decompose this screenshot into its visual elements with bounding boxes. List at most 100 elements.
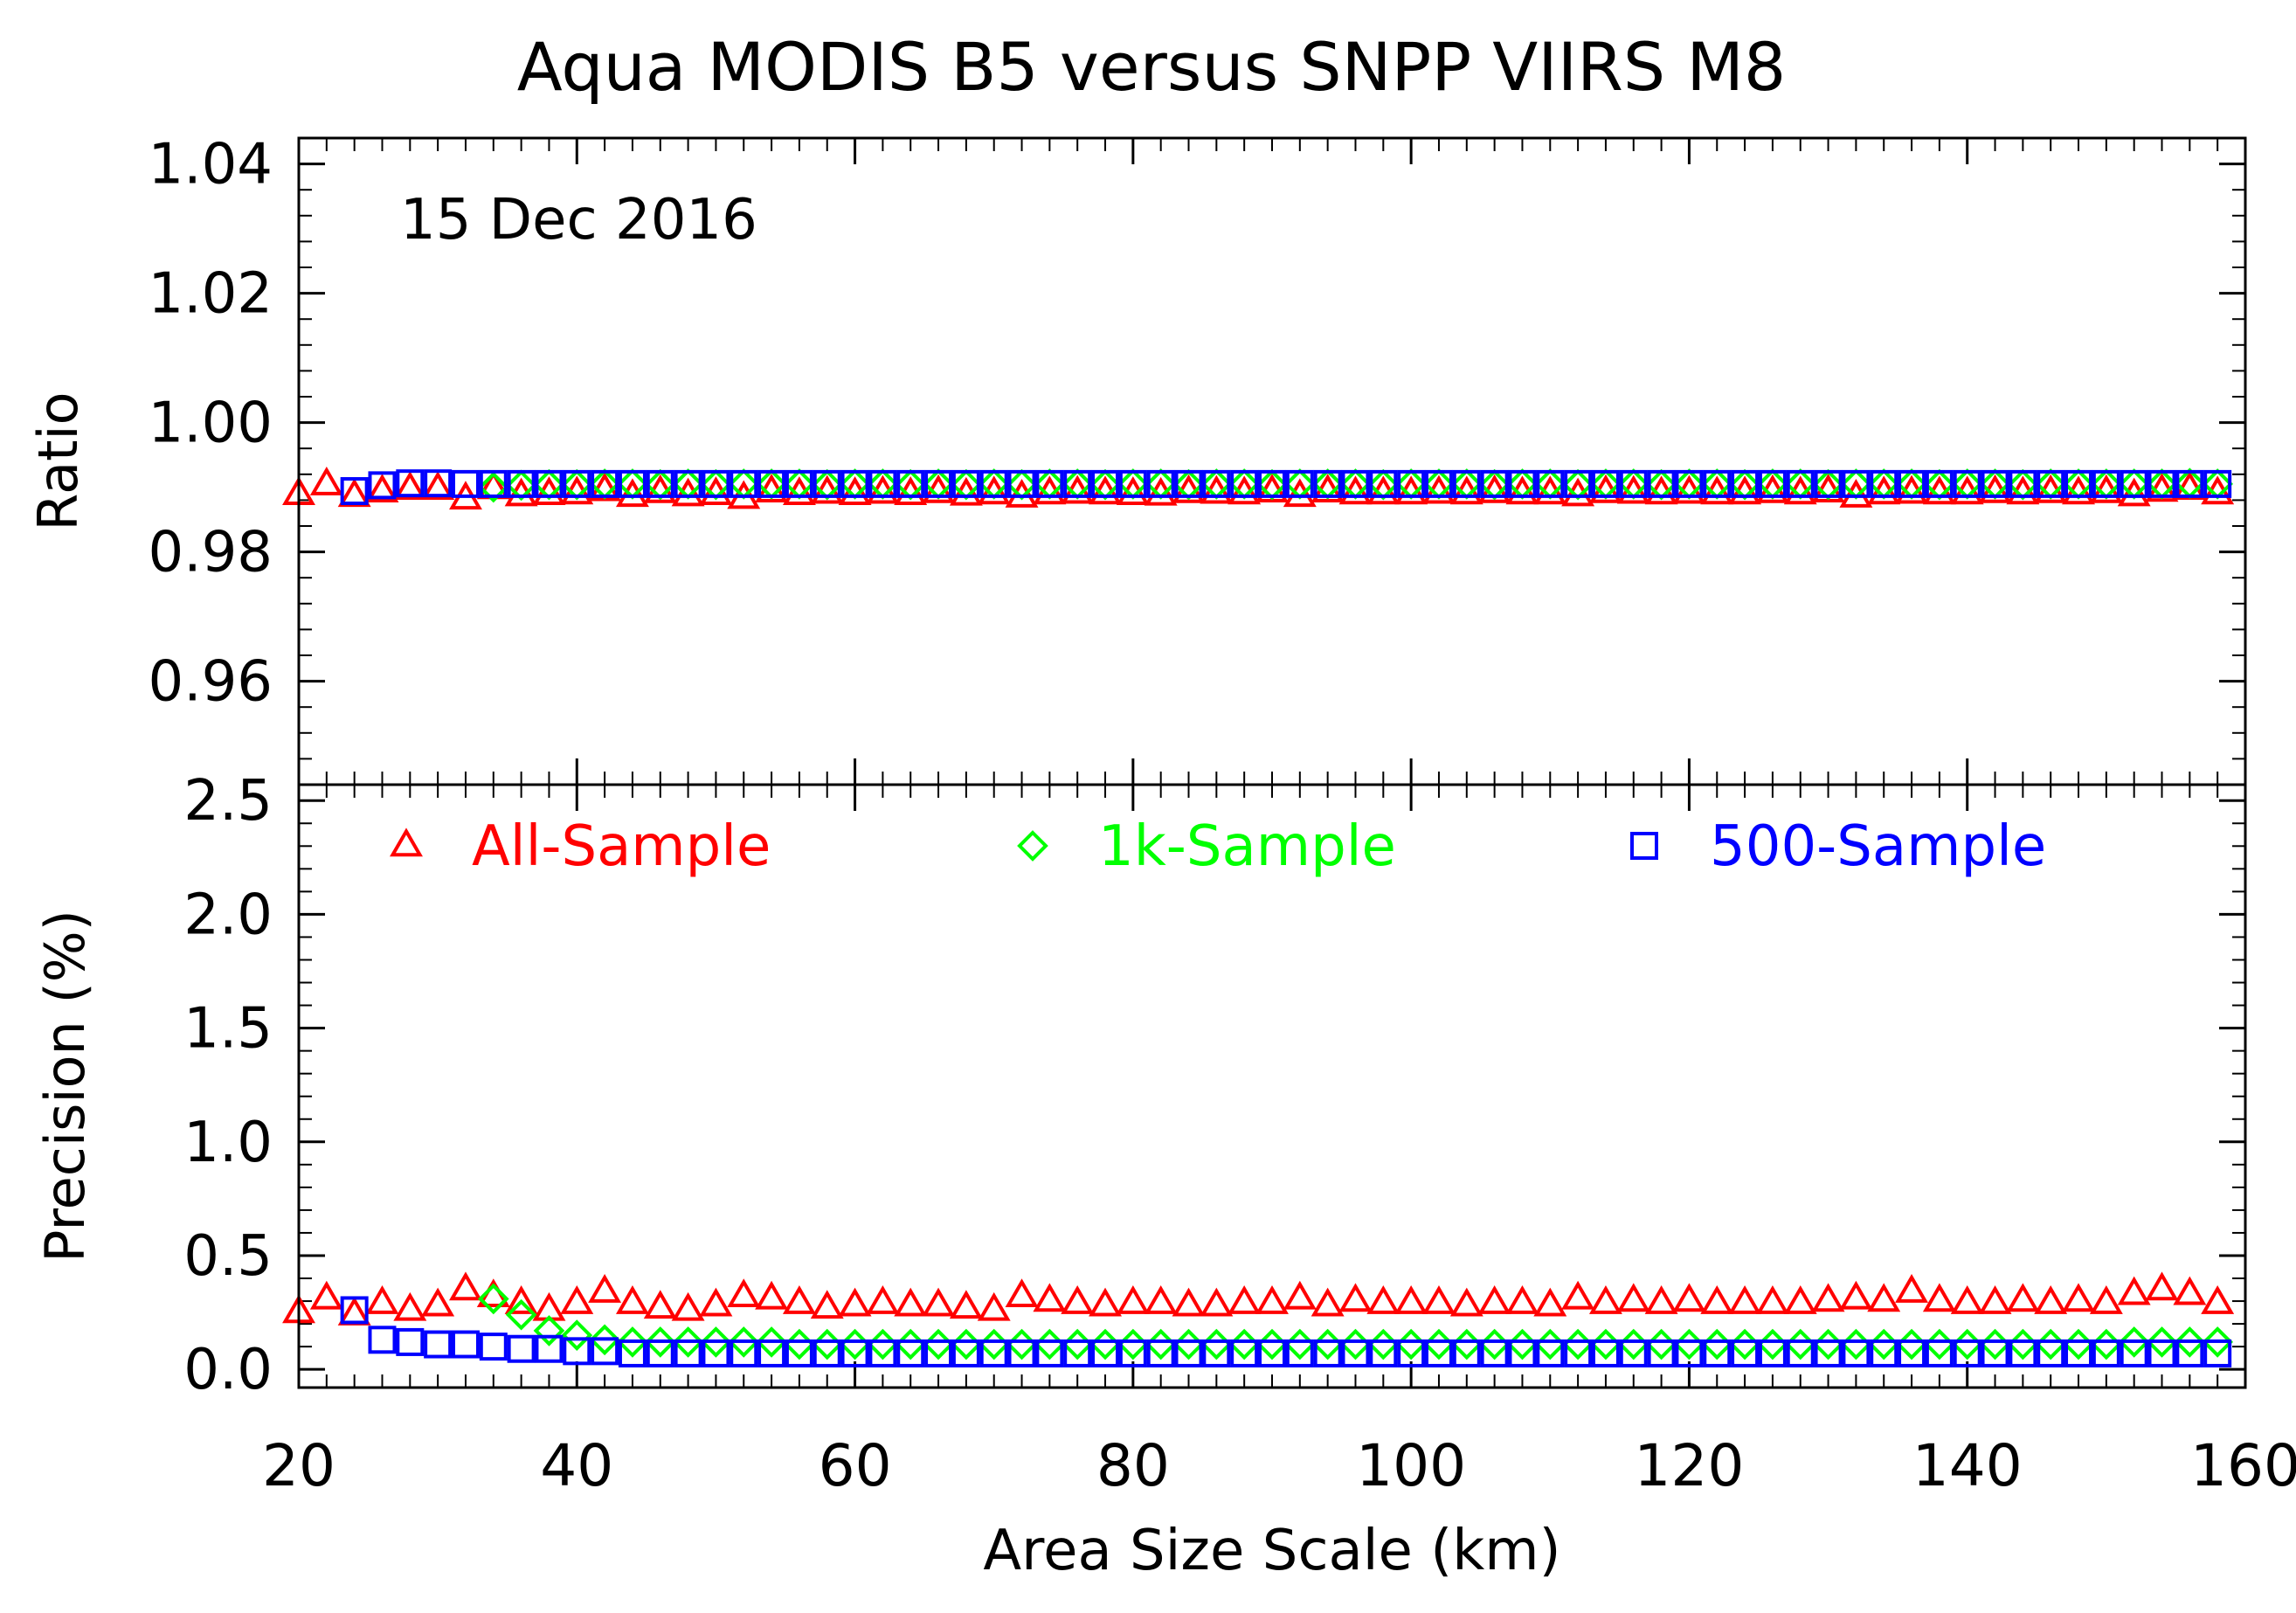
ratio-panel: 0.96 0.98 1.00 1.02 1.04 Ratio 15 Dec 2016 xyxy=(26,133,2247,786)
precision-all-point xyxy=(1672,1283,1706,1312)
ratio-s500-point xyxy=(2009,469,2037,498)
precision-all-point xyxy=(894,1287,928,1317)
precision-s500-point xyxy=(1230,1339,1259,1367)
precision-s500-point xyxy=(1091,1339,1120,1367)
ratio-s500-point xyxy=(340,477,369,506)
precision-k1-point xyxy=(2174,1326,2206,1358)
precision-k1-point xyxy=(533,1315,565,1346)
precision-s500-point xyxy=(1647,1339,1676,1367)
precision-s500-point xyxy=(2037,1339,2065,1367)
x-tick-label: 140 xyxy=(1912,1432,2023,1499)
x-tick-label: 120 xyxy=(1634,1432,1744,1499)
ratio-s500-point xyxy=(1397,469,1426,498)
precision-s500-point xyxy=(535,1334,564,1363)
y-tick-label: 0.0 xyxy=(183,1338,273,1402)
x-tick-label: 80 xyxy=(1096,1432,1170,1499)
legend-s500-label: 500-Sample xyxy=(1710,814,2046,879)
ratio-all-point xyxy=(1005,479,1039,508)
precision-all-point xyxy=(2062,1283,2095,1312)
ratio-s500-point xyxy=(1925,469,1954,498)
precision-all-point xyxy=(2201,1285,2235,1314)
date-label: 15 Dec 2016 xyxy=(400,188,757,253)
ratio-s500-point xyxy=(1480,469,1509,498)
precision-all-point xyxy=(1338,1283,1373,1312)
precision-s500-point xyxy=(1953,1339,1981,1367)
precision-all-point xyxy=(1533,1287,1567,1317)
precision-s500-point xyxy=(2147,1339,2176,1367)
ratio-s500-point xyxy=(1091,469,1120,498)
precision-all-point xyxy=(504,1285,538,1314)
precision-s500-point xyxy=(730,1339,758,1367)
precision-s500-point xyxy=(1424,1339,1453,1367)
precision-all-point xyxy=(2117,1276,2151,1305)
x-tick-label: 20 xyxy=(262,1432,335,1499)
precision-all-point xyxy=(309,1280,343,1310)
precision-s500-point xyxy=(1313,1339,1342,1367)
ratio-all-point xyxy=(615,478,649,508)
x-tick-label: 40 xyxy=(540,1432,613,1499)
precision-k1-point xyxy=(2202,1326,2233,1358)
precision-s500-point xyxy=(924,1339,953,1367)
ratio-data-points xyxy=(282,466,2235,510)
precision-all-point xyxy=(1311,1287,1345,1317)
precision-k1-point xyxy=(644,1326,676,1358)
precision-all-point xyxy=(615,1285,649,1314)
precision-s500-point xyxy=(1731,1339,1760,1367)
precision-s500-point xyxy=(702,1339,730,1367)
ratio-s500-point xyxy=(1647,469,1676,498)
ratio-all-point xyxy=(1839,479,1873,508)
precision-s500-point xyxy=(1675,1339,1704,1367)
ratio-s500-point xyxy=(1786,469,1815,498)
precision-all-point xyxy=(560,1285,594,1314)
x-tick-label: 100 xyxy=(1356,1432,1466,1499)
precision-s500-point xyxy=(618,1339,647,1367)
ratio-s500-point xyxy=(1564,469,1593,498)
precision-plot-frame xyxy=(297,783,2247,1389)
precision-all-point xyxy=(588,1273,622,1303)
precision-k1-point xyxy=(617,1326,648,1358)
precision-s500-point xyxy=(1981,1339,2009,1367)
precision-s500-point xyxy=(1397,1339,1426,1367)
ratio-s500-point xyxy=(591,469,619,498)
precision-s500-point xyxy=(2064,1339,2093,1367)
y-tick-label: 1.02 xyxy=(149,262,273,327)
ratio-s500-point xyxy=(1285,469,1314,498)
precision-panel: 0.0 0.5 1.0 1.5 2.0 2.5 Precision (%) xyxy=(33,769,2247,1402)
precision-all-point xyxy=(810,1290,844,1319)
y-tick-label: 0.5 xyxy=(183,1224,273,1289)
ratio-s500-point xyxy=(1703,469,1732,498)
x-tick-labels: 20 40 60 80 100 120 140 160 xyxy=(262,1432,2296,1499)
ratio-s500-point xyxy=(368,471,397,500)
precision-all-point xyxy=(949,1290,983,1319)
ratio-s500-point xyxy=(896,469,925,498)
precision-s500-point xyxy=(1508,1339,1537,1367)
precision-all-point xyxy=(1061,1285,1095,1314)
ratio-s500-point xyxy=(2175,469,2204,498)
x-axis-label: Area Size Scale (km) xyxy=(983,1519,1560,1583)
precision-s500-point xyxy=(1063,1339,1092,1367)
precision-all-point xyxy=(1728,1285,1762,1314)
precision-all-point xyxy=(2006,1283,2040,1312)
ratio-s500-point xyxy=(1758,469,1787,498)
ratio-s500-point xyxy=(2064,469,2093,498)
ratio-s500-point xyxy=(479,469,508,498)
legend-s500-marker xyxy=(1630,832,1658,860)
y-tick-label: 2.0 xyxy=(183,883,273,947)
ratio-s500-point xyxy=(1675,469,1704,498)
ratio-s500-point xyxy=(1842,469,1871,498)
y-tick-label: 1.5 xyxy=(183,997,273,1062)
precision-all-point xyxy=(1089,1287,1122,1317)
precision-all-point xyxy=(782,1285,816,1314)
precision-s500-point xyxy=(1035,1339,1064,1367)
precision-s500-point xyxy=(757,1339,786,1367)
precision-all-point xyxy=(1783,1285,1817,1314)
precision-all-point xyxy=(922,1287,956,1317)
precision-s500-point xyxy=(2203,1339,2232,1367)
x-tick-label: 60 xyxy=(819,1432,892,1499)
ratio-s500-point xyxy=(1619,469,1648,498)
precision-y-tick-labels: 0.0 0.5 1.0 1.5 2.0 2.5 xyxy=(183,769,273,1402)
ratio-s500-point xyxy=(646,469,674,498)
precision-all-point xyxy=(838,1287,872,1317)
precision-all-point xyxy=(2034,1285,2068,1314)
ratio-s500-point xyxy=(1007,469,1036,498)
